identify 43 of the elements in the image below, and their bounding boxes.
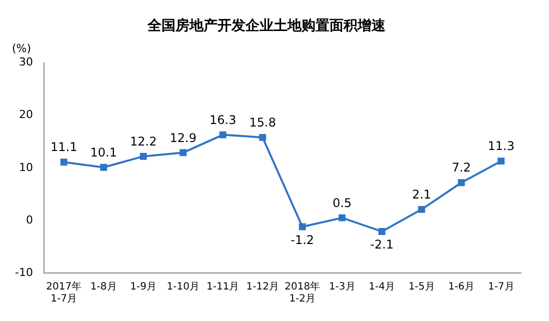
y-tick-label: 0 (26, 213, 33, 226)
x-tick-label: 1-4月 (368, 282, 396, 293)
point (219, 131, 226, 138)
point (498, 158, 505, 165)
point (180, 149, 187, 156)
x-tick-label: 1-12月 (246, 282, 279, 293)
data-label: -1.2 (290, 232, 314, 247)
x-tick-label: 1-8月 (90, 282, 117, 293)
data-label: 12.2 (130, 134, 157, 148)
x-tick-label: 2017年 1-7月 (46, 280, 82, 305)
point (100, 164, 108, 171)
y-tick-label: 30 (18, 56, 33, 69)
data-label: 12.9 (170, 130, 196, 145)
x-tick-label: 1-6月 (448, 282, 475, 293)
point (259, 134, 266, 141)
y-tick-label: 10 (18, 160, 33, 174)
data-label: 10.1 (90, 146, 117, 160)
data-label: 0.5 (332, 196, 352, 210)
point (418, 206, 426, 213)
data-label: 15.8 (249, 116, 276, 130)
x-tick-label: 1-9月 (130, 282, 157, 293)
x-tick-label: 1-3月 (328, 282, 356, 293)
point (338, 214, 346, 222)
point (458, 179, 465, 186)
point (60, 158, 68, 166)
data-label: -2.1 (370, 238, 394, 252)
chart-title: 全国房地产开发企业土地购置面积增速 (146, 17, 386, 34)
point (140, 152, 147, 160)
x-tick-label: 1-11月 (206, 282, 240, 293)
data-label: 2.1 (412, 188, 432, 202)
point (298, 223, 306, 230)
y-tick-label: -10 (15, 266, 33, 279)
y-axis-title: (%) (12, 42, 32, 56)
x-tick-label: 1-7月 (488, 282, 514, 293)
x-tick-label: 1-10月 (166, 282, 200, 293)
x-tick-label: 1-5月 (408, 282, 435, 293)
data-label: 11.3 (488, 139, 514, 154)
data-label: 16.3 (209, 112, 236, 127)
y-tick-label: 20 (18, 108, 33, 122)
x-tick-label: 2018年 1-2月 (284, 280, 320, 305)
point (378, 228, 386, 235)
data-label: 11.1 (50, 140, 78, 154)
data-label: 7.2 (452, 160, 471, 175)
